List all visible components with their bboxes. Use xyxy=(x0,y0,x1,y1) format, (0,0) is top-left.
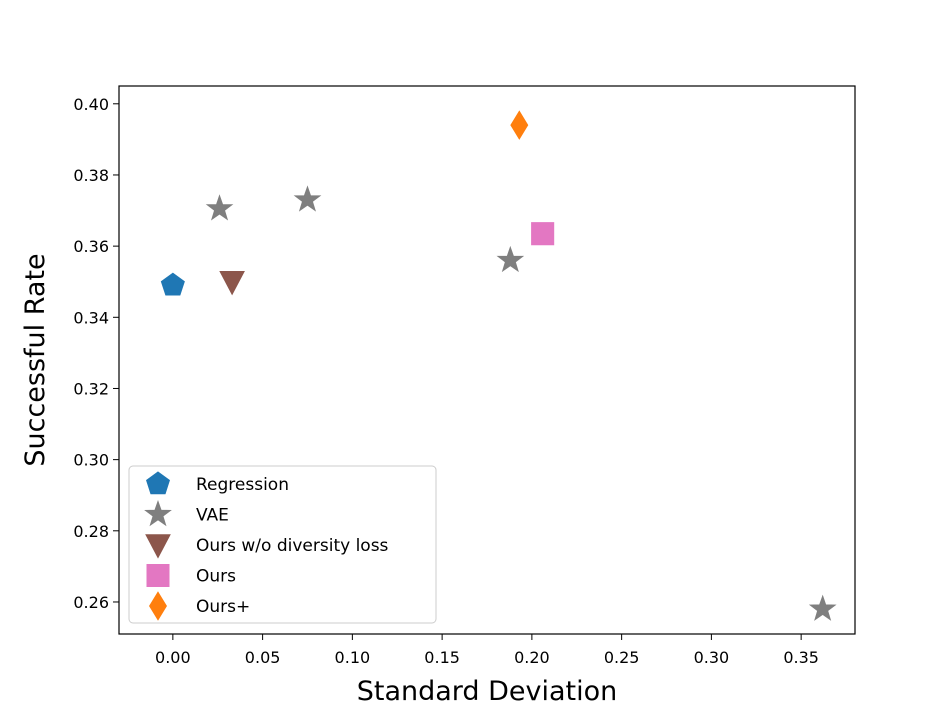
x-tick-label: 0.05 xyxy=(245,648,281,667)
x-axis-ticks: 0.00 0.05 0.10 0.15 0.20 0.25 0.30 0.35 xyxy=(155,634,819,667)
y-tick-label: 0.38 xyxy=(73,166,109,185)
y-tick-label: 0.32 xyxy=(73,379,109,398)
data-point-diamond-5-1 xyxy=(510,110,529,140)
data-point-star-2-3 xyxy=(496,245,525,273)
legend-marker-pentagon xyxy=(146,471,170,495)
y-axis-ticks: 0.26 0.28 0.30 0.32 0.34 0.36 0.38 0.40 xyxy=(73,95,119,612)
legend-label: VAE xyxy=(196,506,229,526)
y-tick-label: 0.40 xyxy=(73,95,109,114)
data-point-star-2-1 xyxy=(205,194,234,221)
plot-area-frame xyxy=(118,85,856,635)
x-tick-label: 0.25 xyxy=(604,648,640,667)
legend-marker-square xyxy=(146,564,170,587)
data-point-pentagon-1-1 xyxy=(160,272,185,296)
x-tick-label: 0.35 xyxy=(783,648,819,667)
legend-label: Ours xyxy=(196,567,236,587)
legend-label: Regression xyxy=(196,475,289,495)
data-point-square-4-1 xyxy=(531,222,555,246)
data-point-triangle-3-1 xyxy=(219,271,245,296)
y-tick-label: 0.30 xyxy=(73,451,109,470)
legend-box xyxy=(128,465,437,624)
y-tick-label: 0.28 xyxy=(73,522,109,541)
data-point-star-2-2 xyxy=(293,185,322,212)
x-axis-label: Standard Deviation xyxy=(357,676,618,707)
y-tick-label: 0.26 xyxy=(73,593,109,612)
legend: Regression VAE Ours w/o diversity loss Ours… xyxy=(128,465,437,624)
legend-label: Ours+ xyxy=(196,597,250,617)
x-tick-label: 0.00 xyxy=(155,648,191,667)
legend-label: Ours w/o diversity loss xyxy=(196,536,389,556)
legend-marker-star xyxy=(144,499,172,527)
plot-markers xyxy=(160,110,837,621)
y-tick-label: 0.36 xyxy=(73,237,109,256)
legend-marker-diamond xyxy=(149,591,167,621)
legend-marker-triangle xyxy=(145,534,171,559)
x-tick-label: 0.20 xyxy=(514,648,550,667)
x-tick-label: 0.15 xyxy=(424,648,460,667)
x-tick-label: 0.10 xyxy=(335,648,371,667)
y-tick-label: 0.34 xyxy=(73,308,109,327)
data-point-star-2-4 xyxy=(808,594,837,621)
x-tick-label: 0.30 xyxy=(694,648,730,667)
y-axis-label: Successful Rate xyxy=(20,253,51,466)
